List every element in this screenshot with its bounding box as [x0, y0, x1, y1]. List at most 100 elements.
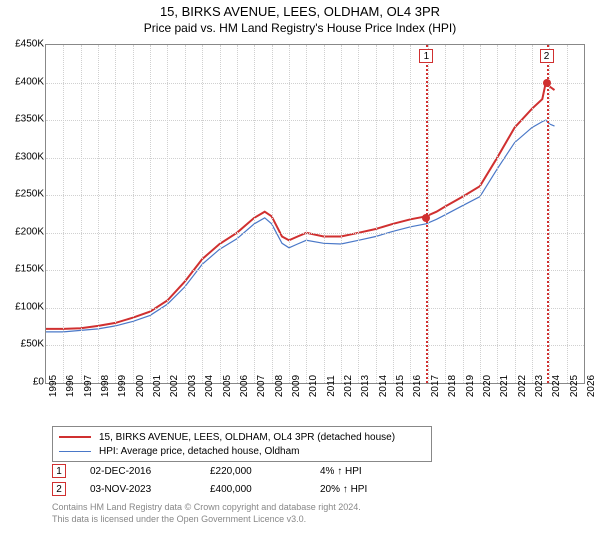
- gridline-vertical: [393, 45, 394, 383]
- gridline-horizontal: [46, 195, 584, 196]
- x-tick-label: 1998: [100, 375, 111, 397]
- gridline-horizontal: [46, 345, 584, 346]
- x-tick-label: 2012: [343, 375, 354, 397]
- x-tick-label: 2004: [204, 375, 215, 397]
- gridline-vertical: [515, 45, 516, 383]
- transaction-diff: 20% ↑ HPI: [320, 484, 440, 495]
- x-tick-label: 2017: [430, 375, 441, 397]
- transaction-marker-ref: 2: [52, 482, 66, 496]
- x-tick-label: 2009: [291, 375, 302, 397]
- gridline-vertical: [532, 45, 533, 383]
- x-tick-label: 2021: [499, 375, 510, 397]
- gridline-vertical: [202, 45, 203, 383]
- chart-subtitle: Price paid vs. HM Land Registry's House …: [0, 21, 600, 35]
- gridline-vertical: [167, 45, 168, 383]
- legend-row: 15, BIRKS AVENUE, LEES, OLDHAM, OL4 3PR …: [59, 430, 425, 444]
- chart-title: 15, BIRKS AVENUE, LEES, OLDHAM, OL4 3PR: [0, 4, 600, 19]
- transaction-marker-ref: 1: [52, 464, 66, 478]
- gridline-vertical: [115, 45, 116, 383]
- gridline-vertical: [480, 45, 481, 383]
- marker-dot: [543, 79, 551, 87]
- marker-line: [547, 45, 549, 383]
- gridline-vertical: [289, 45, 290, 383]
- gridline-vertical: [376, 45, 377, 383]
- gridline-vertical: [463, 45, 464, 383]
- x-tick-label: 2016: [412, 375, 423, 397]
- gridline-vertical: [63, 45, 64, 383]
- gridline-vertical: [358, 45, 359, 383]
- gridline-horizontal: [46, 158, 584, 159]
- title-block: 15, BIRKS AVENUE, LEES, OLDHAM, OL4 3PR …: [0, 0, 600, 35]
- y-tick-label: £150K: [15, 264, 44, 275]
- x-tick-label: 2010: [308, 375, 319, 397]
- legend-swatch-subject: [59, 436, 91, 438]
- gridline-vertical: [272, 45, 273, 383]
- transaction-diff: 4% ↑ HPI: [320, 466, 440, 477]
- gridline-vertical: [445, 45, 446, 383]
- x-tick-label: 2003: [187, 375, 198, 397]
- y-tick-label: £350K: [15, 114, 44, 125]
- x-tick-label: 2006: [239, 375, 250, 397]
- x-tick-label: 2026: [586, 375, 597, 397]
- y-tick-label: £100K: [15, 301, 44, 312]
- y-tick-label: £250K: [15, 189, 44, 200]
- plot-area: 12: [45, 44, 585, 384]
- gridline-vertical: [98, 45, 99, 383]
- gridline-horizontal: [46, 308, 584, 309]
- x-tick-label: 1997: [83, 375, 94, 397]
- footer-line: This data is licensed under the Open Gov…: [52, 514, 361, 526]
- y-tick-label: £450K: [15, 39, 44, 50]
- gridline-vertical: [306, 45, 307, 383]
- gridline-vertical: [567, 45, 568, 383]
- marker-dot: [422, 214, 430, 222]
- transactions-table: 1 02-DEC-2016£220,0004% ↑ HPI 2 03-NOV-2023…: [52, 462, 440, 498]
- x-tick-label: 1995: [48, 375, 59, 397]
- x-tick-label: 2000: [135, 375, 146, 397]
- transaction-date: 03-NOV-2023: [90, 484, 210, 495]
- transaction-date: 02-DEC-2016: [90, 466, 210, 477]
- footer-text: Contains HM Land Registry data © Crown c…: [52, 502, 361, 525]
- gridline-vertical: [410, 45, 411, 383]
- x-tick-label: 2002: [169, 375, 180, 397]
- x-tick-label: 2007: [256, 375, 267, 397]
- gridline-vertical: [220, 45, 221, 383]
- x-tick-label: 2011: [326, 375, 337, 397]
- gridline-horizontal: [46, 233, 584, 234]
- gridline-vertical: [81, 45, 82, 383]
- gridline-vertical: [150, 45, 151, 383]
- gridline-vertical: [497, 45, 498, 383]
- transaction-row: 1 02-DEC-2016£220,0004% ↑ HPI: [52, 462, 440, 480]
- x-tick-label: 2020: [482, 375, 493, 397]
- transaction-row: 2 03-NOV-2023£400,00020% ↑ HPI: [52, 480, 440, 498]
- x-tick-label: 2024: [551, 375, 562, 397]
- y-tick-label: £300K: [15, 151, 44, 162]
- gridline-horizontal: [46, 83, 584, 84]
- gridline-vertical: [237, 45, 238, 383]
- legend-row: HPI: Average price, detached house, Oldh…: [59, 444, 425, 458]
- x-tick-label: 2022: [517, 375, 528, 397]
- gridline-horizontal: [46, 120, 584, 121]
- series-line: [46, 120, 555, 332]
- x-tick-label: 2025: [569, 375, 580, 397]
- legend-box: 15, BIRKS AVENUE, LEES, OLDHAM, OL4 3PR …: [52, 426, 432, 462]
- marker-label: 1: [419, 49, 433, 63]
- transaction-price: £220,000: [210, 466, 320, 477]
- legend-label-hpi: HPI: Average price, detached house, Oldh…: [99, 446, 300, 457]
- x-tick-label: 1996: [65, 375, 76, 397]
- legend-label-subject: 15, BIRKS AVENUE, LEES, OLDHAM, OL4 3PR …: [99, 432, 395, 443]
- x-tick-label: 2019: [465, 375, 476, 397]
- gridline-vertical: [549, 45, 550, 383]
- gridline-vertical: [254, 45, 255, 383]
- x-tick-label: 2018: [447, 375, 458, 397]
- chart-container: 15, BIRKS AVENUE, LEES, OLDHAM, OL4 3PR …: [0, 0, 600, 560]
- footer-line: Contains HM Land Registry data © Crown c…: [52, 502, 361, 514]
- y-tick-label: £400K: [15, 76, 44, 87]
- gridline-vertical: [324, 45, 325, 383]
- x-tick-label: 2005: [222, 375, 233, 397]
- gridline-vertical: [185, 45, 186, 383]
- gridline-horizontal: [46, 270, 584, 271]
- gridline-vertical: [341, 45, 342, 383]
- transaction-price: £400,000: [210, 484, 320, 495]
- y-tick-label: £0: [33, 377, 44, 388]
- y-tick-label: £200K: [15, 226, 44, 237]
